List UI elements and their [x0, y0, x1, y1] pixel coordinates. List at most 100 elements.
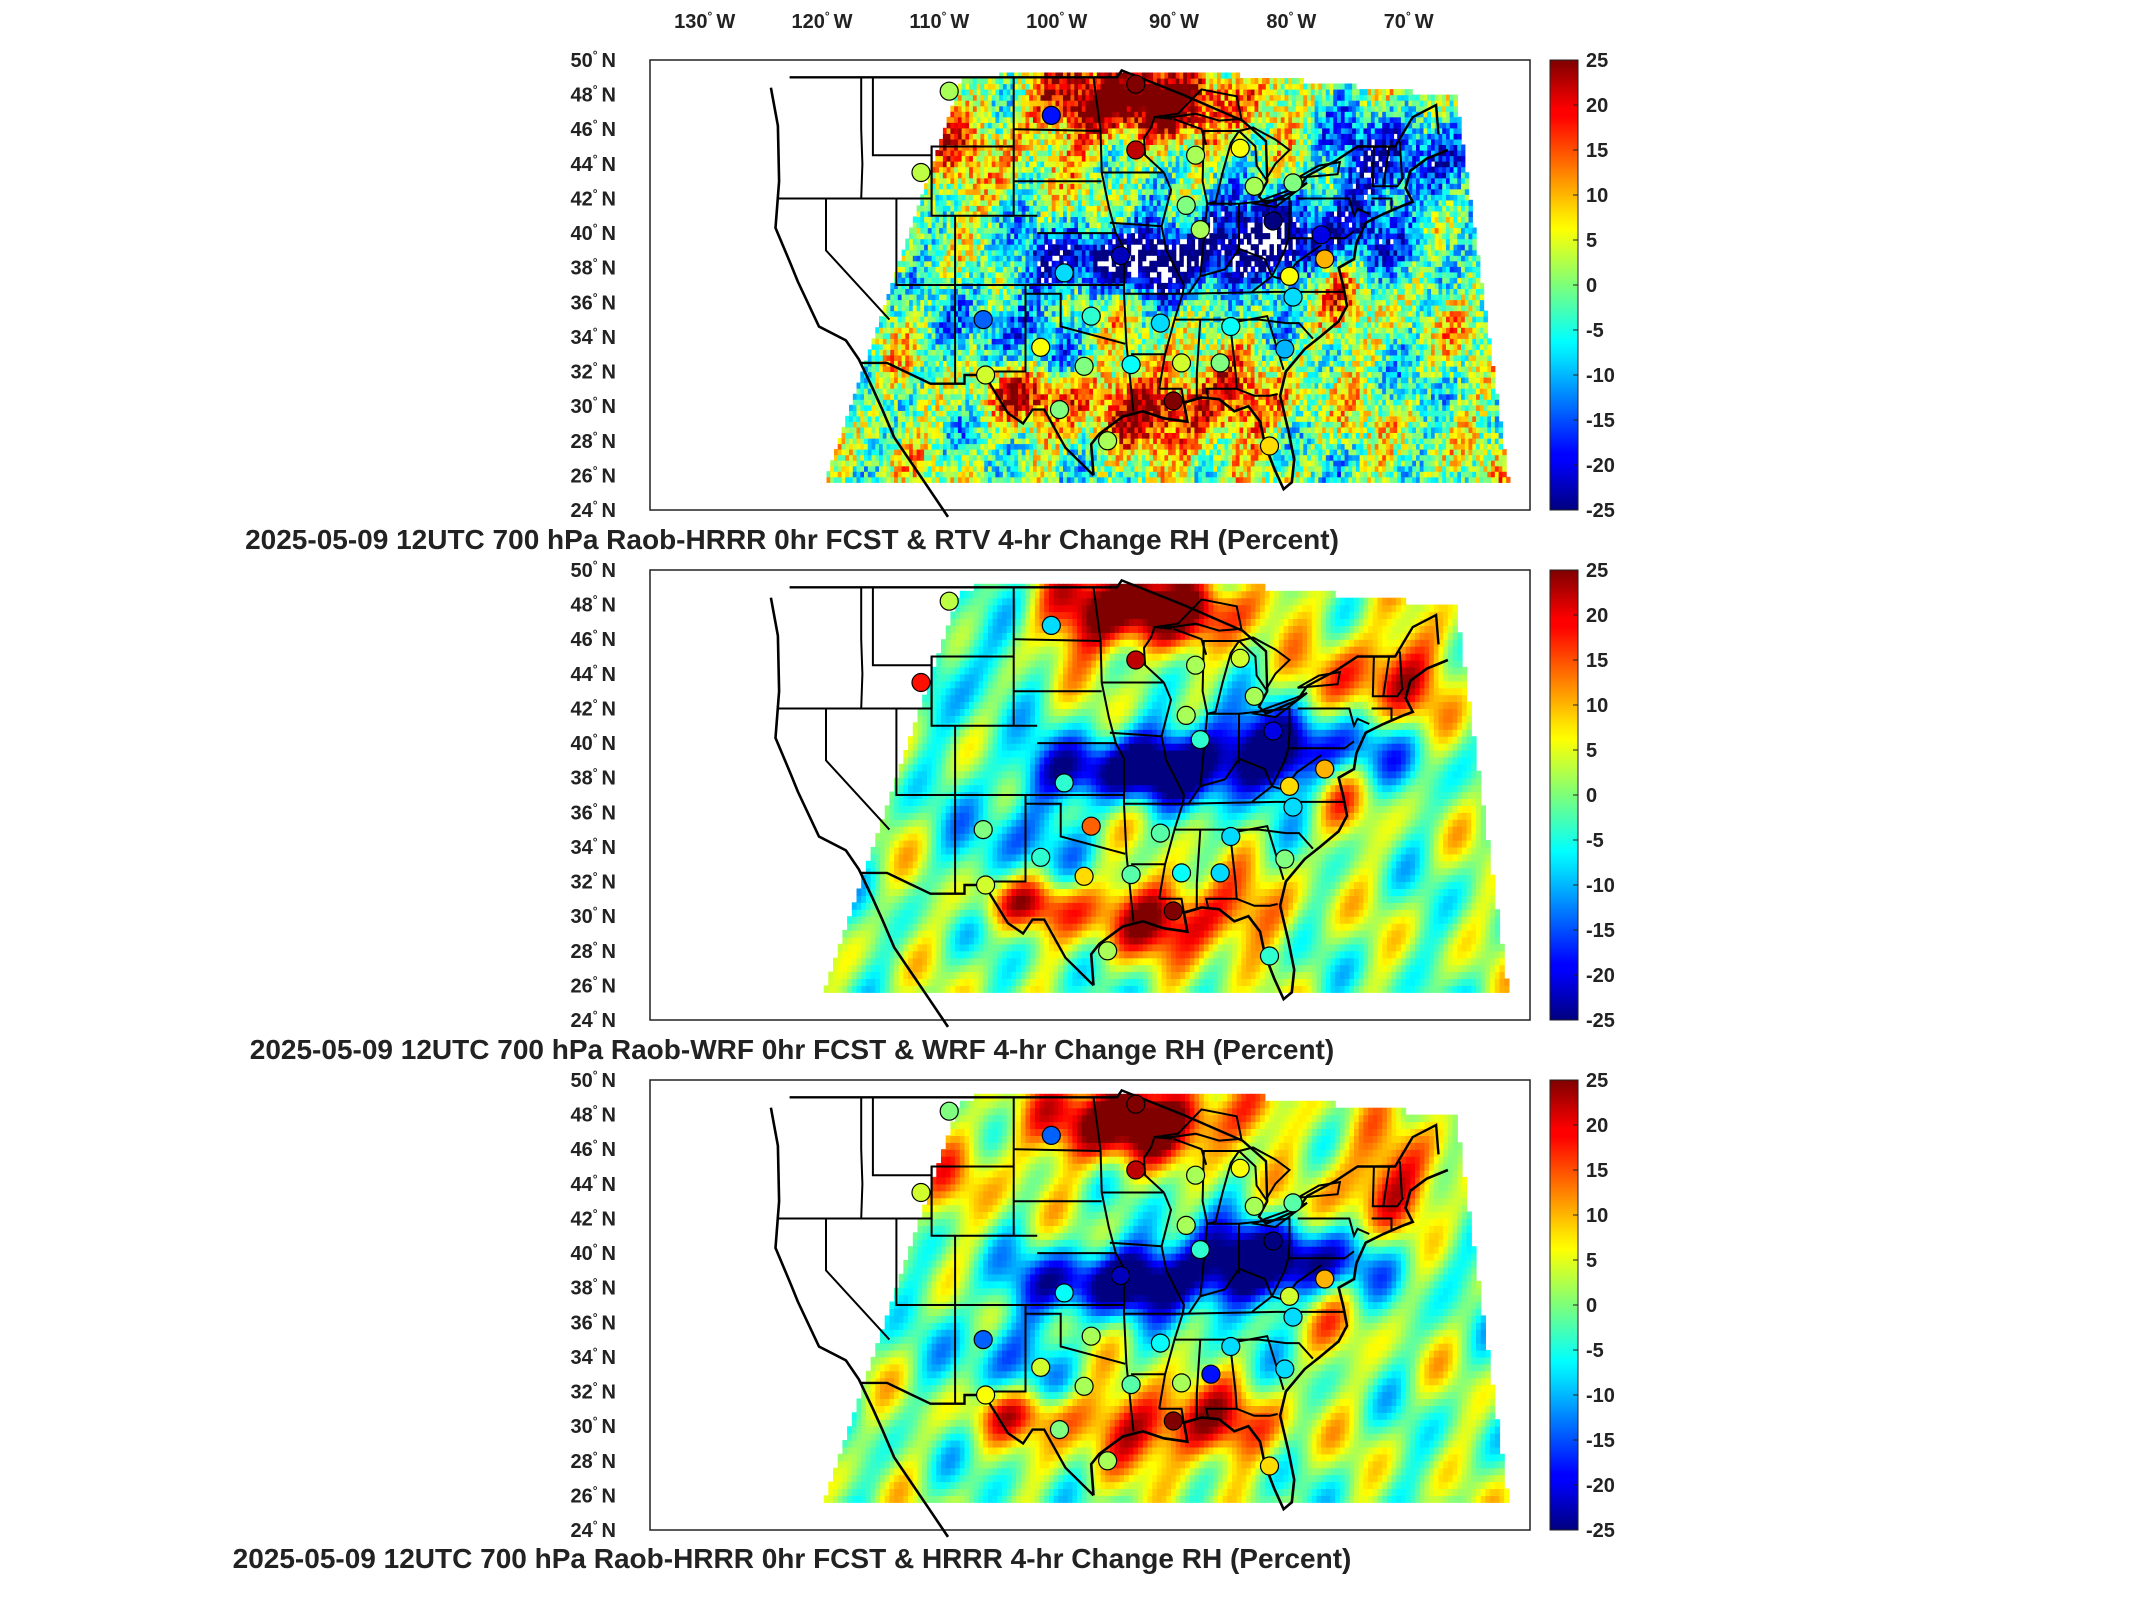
field-cell [1450, 372, 1454, 378]
field-cell [1071, 433, 1075, 439]
field-cell [1022, 377, 1026, 383]
field-cell [1499, 427, 1503, 433]
field-cell [962, 361, 966, 367]
field-cell [1371, 405, 1375, 411]
field-cell [980, 421, 984, 427]
field-cell [905, 344, 909, 350]
field-cell [1138, 449, 1142, 455]
field-cell [1435, 327, 1439, 333]
field-cell [879, 338, 883, 344]
field-cell [887, 471, 891, 477]
field-cell [1296, 477, 1300, 483]
field-cell [1251, 449, 1255, 455]
field-cell [1311, 460, 1315, 466]
field-cell [1277, 366, 1281, 372]
field-cell [1056, 361, 1060, 367]
field-cell [1209, 444, 1213, 450]
field-cell [1221, 460, 1225, 466]
field-cell [1097, 421, 1101, 427]
field-cell [1179, 449, 1183, 455]
field-cell [913, 455, 917, 461]
field-cell [1003, 460, 1007, 466]
field-cell [1318, 349, 1322, 355]
field-cell [932, 433, 936, 439]
field-cell [1476, 471, 1480, 477]
field-cell [1386, 460, 1390, 466]
field-cell [928, 333, 932, 339]
field-cell [1052, 438, 1056, 444]
field-cell [988, 471, 992, 477]
field-cell [932, 438, 936, 444]
field-cell [1071, 477, 1075, 483]
field-cell [995, 421, 999, 427]
field-cell [962, 333, 966, 339]
field-cell [1119, 427, 1123, 433]
field-cell [928, 421, 932, 427]
field-cell [1236, 399, 1240, 405]
field-cell [947, 388, 951, 394]
field-cell [1303, 410, 1307, 416]
field-cell [988, 333, 992, 339]
field-cell [1450, 377, 1454, 383]
field-cell [920, 455, 924, 461]
field-cell [1255, 349, 1259, 355]
field-cell [1420, 405, 1424, 411]
field-cell [1168, 383, 1172, 389]
field-cell [1476, 344, 1480, 350]
field-cell [1112, 405, 1116, 411]
field-cell [1326, 466, 1330, 472]
field-cell [1010, 433, 1014, 439]
field-cell [939, 372, 943, 378]
field-cell [1296, 416, 1300, 422]
field-cell [969, 455, 973, 461]
field-cell [1187, 460, 1191, 466]
field-cell [1172, 438, 1176, 444]
field-cell [1326, 449, 1330, 455]
field-cell [932, 344, 936, 350]
field-cell [1255, 388, 1259, 394]
field-cell [1435, 438, 1439, 444]
field-cell [1251, 322, 1255, 328]
field-cell [1318, 327, 1322, 333]
field-cell [1454, 444, 1458, 450]
field-cell [1303, 355, 1307, 361]
field-cell [980, 444, 984, 450]
field-cell [1378, 421, 1382, 427]
field-cell [1213, 338, 1217, 344]
field-cell [1427, 366, 1431, 372]
field-cell [1285, 455, 1289, 461]
field-cell [905, 388, 909, 394]
field-cell [830, 477, 834, 483]
field-cell [1097, 460, 1101, 466]
field-cell [1318, 477, 1322, 483]
field-cell [1037, 466, 1041, 472]
field-cell [1063, 355, 1067, 361]
field-cell [1345, 471, 1349, 477]
field-cell [1037, 416, 1041, 422]
field-cell [995, 338, 999, 344]
field-cell [1318, 322, 1322, 328]
field-cell [1378, 372, 1382, 378]
field-cell [1393, 372, 1397, 378]
field-cell [1014, 477, 1018, 483]
field-cell [1172, 455, 1176, 461]
field-cell [1063, 388, 1067, 394]
field-cell [995, 416, 999, 422]
field-cell [1450, 349, 1454, 355]
field-cell [1277, 460, 1281, 466]
field-cell [913, 405, 917, 411]
field-cell [1285, 388, 1289, 394]
field-cell [1401, 471, 1405, 477]
field-cell [1255, 361, 1259, 367]
field-cell [1491, 399, 1495, 405]
field-cell [1243, 372, 1247, 378]
field-cell [1442, 344, 1446, 350]
field-cell [1119, 444, 1123, 450]
field-cell [1435, 333, 1439, 339]
field-cell [1172, 466, 1176, 472]
field-cell [857, 416, 861, 422]
field-cell [1213, 444, 1217, 450]
field-cell [1236, 421, 1240, 427]
field-cell [1112, 427, 1116, 433]
field-cell [947, 455, 951, 461]
